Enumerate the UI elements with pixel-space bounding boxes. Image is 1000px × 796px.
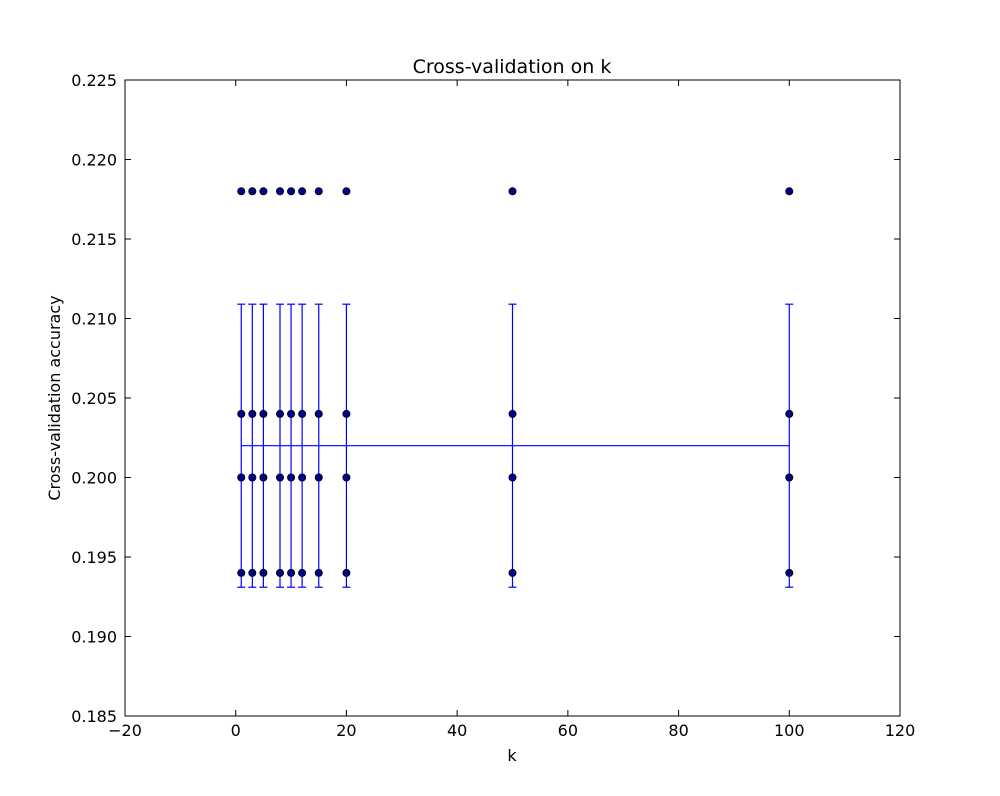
data-point (248, 568, 257, 577)
data-point (237, 568, 246, 577)
data-point (508, 187, 517, 196)
data-point (287, 409, 296, 418)
data-point (508, 409, 517, 418)
plot-area: −20 0 20 40 60 80 100 120 0.185 0.190 0.195 0.200 0.… (71, 71, 915, 740)
data-point (314, 187, 323, 196)
data-point (248, 473, 257, 482)
x-tick-label: 40 (447, 721, 467, 740)
y-axis-label: Cross-validation accuracy (45, 295, 64, 500)
data-point (298, 409, 307, 418)
data-point (275, 409, 284, 418)
data-point (342, 409, 351, 418)
data-point (275, 473, 284, 482)
data-point (275, 187, 284, 196)
data-point (314, 568, 323, 577)
data-point (298, 568, 307, 577)
data-point (259, 473, 268, 482)
y-tick-label: 0.185 (71, 707, 117, 726)
data-point (314, 473, 323, 482)
y-tick-label: 0.205 (71, 389, 117, 408)
x-tick-label: 100 (774, 721, 805, 740)
data-point (287, 568, 296, 577)
data-point (508, 473, 517, 482)
x-tick-label: −20 (108, 721, 142, 740)
y-tick-label: 0.200 (71, 469, 117, 488)
data-point (287, 187, 296, 196)
x-tick-label: 0 (231, 721, 241, 740)
data-point (259, 409, 268, 418)
data-point (342, 568, 351, 577)
x-tick-label: 80 (668, 721, 688, 740)
y-tick-label: 0.190 (71, 628, 117, 647)
data-point (237, 473, 246, 482)
data-point (342, 473, 351, 482)
y-tick-label: 0.225 (71, 71, 117, 90)
x-tick-label: 120 (885, 721, 916, 740)
y-tick-label: 0.210 (71, 310, 117, 329)
y-tick-label: 0.195 (71, 548, 117, 567)
data-point (237, 409, 246, 418)
data-point (259, 568, 268, 577)
data-point (785, 473, 794, 482)
chart-title: Cross-validation on k (413, 56, 612, 78)
data-point (259, 187, 268, 196)
data-point (287, 473, 296, 482)
data-point (342, 187, 351, 196)
x-axis-label: k (507, 746, 517, 765)
data-point (314, 409, 323, 418)
y-tick-label: 0.215 (71, 230, 117, 249)
data-point (248, 409, 257, 418)
y-tick-label: 0.220 (71, 151, 117, 170)
data-point (298, 473, 307, 482)
data-point (785, 409, 794, 418)
data-point (298, 187, 307, 196)
x-tick-label: 20 (336, 721, 356, 740)
data-point (275, 568, 284, 577)
data-point (248, 187, 257, 196)
data-point (785, 187, 794, 196)
data-point (785, 568, 794, 577)
data-point (237, 187, 246, 196)
x-tick-label: 60 (558, 721, 578, 740)
data-point (508, 568, 517, 577)
